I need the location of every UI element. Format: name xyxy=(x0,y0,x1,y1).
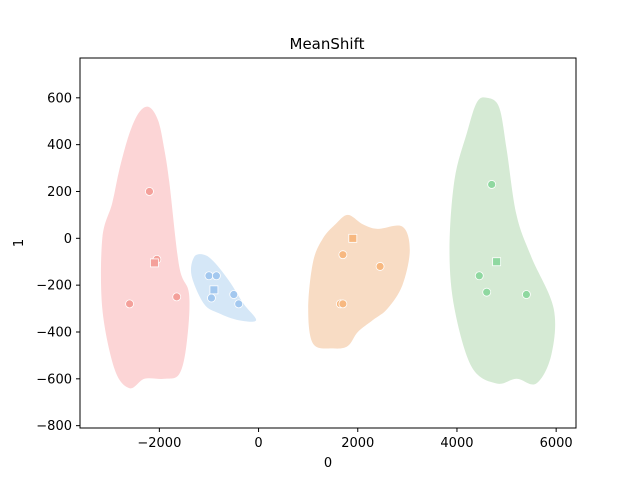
cluster-4-point-2 xyxy=(474,271,484,281)
cluster-2-center-point xyxy=(209,285,219,295)
x-axis: −2000 0 2000 4000 6000 xyxy=(137,428,573,451)
plot-frame xyxy=(79,57,577,429)
y-tick-label: 200 xyxy=(47,185,72,200)
x-tick-label: 6000 xyxy=(540,436,573,451)
y-tick-label: −800 xyxy=(36,419,72,434)
y-tick-label: 0 xyxy=(64,232,72,247)
cluster-2-point-3 xyxy=(229,290,239,299)
cluster-3-point-1 xyxy=(338,250,348,260)
y-tick-label: −400 xyxy=(36,325,72,340)
cluster-region-1 xyxy=(100,106,190,389)
cluster-1-center-point xyxy=(149,258,159,268)
cluster-2-point-4 xyxy=(234,299,244,309)
cluster-points xyxy=(125,180,531,309)
cluster-1-point-1 xyxy=(145,187,154,196)
y-tick-label: −200 xyxy=(36,279,72,294)
cluster-2-point-5 xyxy=(207,293,216,303)
cluster-4-point-4 xyxy=(522,290,531,299)
cluster-3-center-point xyxy=(348,233,358,243)
x-axis-label: 0 xyxy=(324,456,332,471)
x-tick-label: −2000 xyxy=(137,436,181,451)
cluster-2-point-2 xyxy=(211,271,221,281)
x-tick-label: 2000 xyxy=(341,436,374,451)
cluster-region-3 xyxy=(308,214,410,349)
cluster-4-point-3 xyxy=(482,287,492,297)
cluster-regions xyxy=(100,97,556,389)
cluster-1-point-4 xyxy=(125,299,135,309)
y-tick-label: −600 xyxy=(36,372,72,387)
y-axis: −800 −600 −400 −200 0 200 400 600 xyxy=(36,91,80,434)
y-tick-label: 600 xyxy=(47,91,72,106)
cluster-4-point-1 xyxy=(487,180,497,189)
x-tick-label: 4000 xyxy=(440,436,473,451)
cluster-2-point-1 xyxy=(204,271,214,281)
y-axis-label: 1 xyxy=(12,239,27,247)
cluster-3-point-2 xyxy=(375,262,385,271)
x-tick-label: 0 xyxy=(254,436,262,451)
chart-title: MeanShift xyxy=(290,35,365,53)
cluster-1-point-3 xyxy=(172,292,182,302)
y-tick-label: 400 xyxy=(47,138,72,153)
cluster-region-4 xyxy=(449,97,556,385)
cluster-3-point-4 xyxy=(338,299,348,309)
cluster-4-center-point xyxy=(492,257,502,267)
